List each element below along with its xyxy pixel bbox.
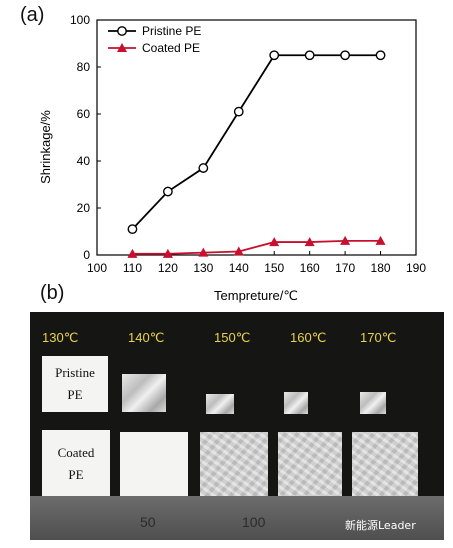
coated-sample-150 [200, 432, 268, 496]
x-tick-label: 190 [406, 261, 426, 275]
temperature-label: 130℃ [42, 330, 79, 345]
y-tick-label: 40 [77, 154, 91, 168]
panel-a-label: (a) [20, 4, 45, 26]
legend-label: Pristine PE [142, 24, 201, 38]
chart-legend: Pristine PE Coated PE [108, 24, 201, 55]
data-point [198, 163, 209, 173]
x-tick-label: 170 [335, 261, 355, 275]
chart-ticks: 100 110 120 130 140 150 160 170 180 190 0 20 40 60 80 1… [70, 13, 426, 275]
coated-label-line: PE [68, 467, 84, 482]
series-line [132, 239, 381, 255]
coated-sample-160 [278, 432, 342, 496]
chart-axes [96, 19, 417, 256]
panel-b-label: (b) [40, 282, 65, 304]
x-tick-label: 150 [264, 261, 284, 275]
data-point [162, 186, 173, 197]
ruler-number: 100 [242, 514, 266, 530]
temperature-label: 160℃ [290, 330, 327, 345]
temperature-label: 170℃ [360, 330, 397, 345]
pristine-sample-140 [122, 374, 166, 412]
sample-photo: 130℃ 140℃ 150℃ 160℃ 170℃ Pristine PE Coa… [30, 312, 444, 540]
pristine-label-line: PE [67, 387, 83, 402]
pristine-label: Pristine PE [42, 362, 108, 406]
series-line [131, 54, 381, 230]
x-tick-label: 110 [123, 261, 142, 275]
coated-label-card: Coated PE [42, 430, 110, 496]
legend-label: Coated PE [142, 41, 200, 55]
x-tick-label: 100 [87, 261, 107, 275]
coated-label-line: Coated [57, 445, 95, 460]
coated-label: Coated PE [42, 442, 110, 486]
pristine-label-line: Pristine [55, 365, 95, 380]
x-tick-label: 120 [158, 261, 178, 275]
data-point [269, 237, 280, 247]
data-point [162, 248, 173, 258]
temperature-label: 140℃ [128, 330, 165, 345]
ruler: 50 100 [30, 496, 444, 540]
y-tick-label: 60 [77, 107, 91, 121]
x-tick-label: 140 [229, 261, 249, 275]
chart-series [127, 50, 386, 258]
y-axis-label: Shrinkage/% [38, 110, 53, 184]
data-point [375, 235, 386, 245]
data-point [304, 50, 315, 61]
x-axis-label: Tempreture/℃ [214, 288, 298, 303]
data-point [127, 224, 138, 235]
data-point [233, 246, 244, 256]
data-point [127, 248, 138, 258]
x-tick-label: 160 [300, 261, 320, 275]
data-point [269, 50, 280, 61]
legend-marker [117, 26, 127, 36]
data-point [198, 247, 209, 257]
y-tick-label: 80 [77, 60, 91, 74]
data-point [340, 235, 351, 245]
y-tick-label: 20 [77, 201, 91, 215]
data-point [375, 50, 386, 61]
x-tick-label: 130 [193, 261, 213, 275]
y-tick-label: 0 [83, 248, 90, 262]
shrinkage-chart: 100 110 120 130 140 150 160 170 180 190 0 20 40 60 80 1… [38, 13, 426, 303]
data-point [233, 106, 244, 117]
pristine-sample-160 [284, 392, 308, 414]
legend-marker [117, 43, 127, 52]
pristine-label-card: Pristine PE [42, 356, 108, 412]
y-tick-label: 100 [70, 13, 90, 27]
x-tick-label: 180 [371, 261, 391, 275]
temperature-label: 150℃ [214, 330, 251, 345]
coated-sample-140 [120, 432, 188, 496]
coated-sample-170 [352, 432, 418, 496]
data-point [340, 50, 351, 61]
ruler-number: 50 [140, 514, 156, 530]
pristine-sample-150 [206, 394, 234, 414]
plot-frame [96, 19, 417, 256]
watermark: 新能源Leader [345, 519, 416, 532]
data-point [304, 237, 315, 247]
pristine-sample-170 [360, 392, 386, 414]
